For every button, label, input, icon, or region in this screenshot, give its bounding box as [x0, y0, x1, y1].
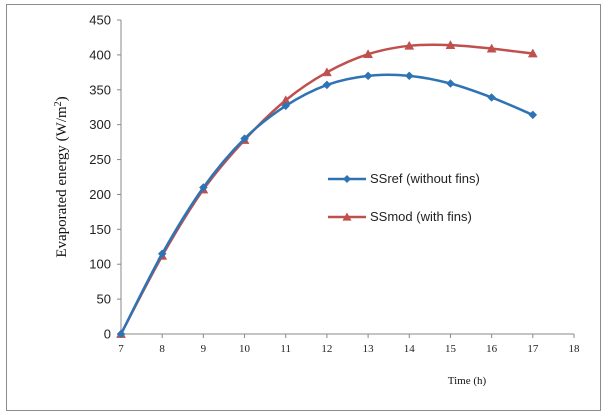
legend-marker-ssmod — [342, 212, 352, 221]
data-point-ssmod — [527, 48, 538, 58]
x-tick-label: 11 — [280, 343, 291, 355]
y-tick-label: 0 — [104, 327, 111, 342]
x-tick-label: 18 — [569, 343, 581, 355]
x-tick-label: 10 — [239, 343, 251, 355]
data-point-ssref — [528, 110, 538, 120]
data-point-ssmod — [404, 40, 415, 50]
y-ticks: 0 50 100 150 200 250 300 350 400 450 — [89, 13, 121, 342]
data-point-ssref — [240, 134, 249, 143]
legend-label-ssref: SSref (without fins) — [370, 171, 480, 186]
x-tick-label: 12 — [321, 343, 332, 355]
data-point-ssmod — [363, 49, 374, 59]
x-axis-title: Time (h) — [448, 375, 487, 387]
x-tick-label: 14 — [404, 343, 416, 355]
y-tick-label: 450 — [89, 13, 111, 28]
x-tick-label: 16 — [486, 343, 498, 355]
series-layer — [116, 40, 538, 339]
y-tick-label: 300 — [89, 117, 111, 132]
x-tick-label: 17 — [527, 343, 539, 355]
x-tick-label: 13 — [363, 343, 375, 355]
data-point-ssref — [404, 71, 414, 81]
y-tick-label: 200 — [89, 187, 111, 202]
y-tick-label: 400 — [89, 47, 111, 62]
legend-item-ssmod: SSmod (with fins) — [328, 209, 472, 224]
x-tick-label: 15 — [445, 343, 457, 355]
data-point-ssref — [199, 183, 208, 192]
x-tick-label: 7 — [118, 343, 124, 355]
y-tick-label: 250 — [89, 152, 111, 167]
y-tick-label: 350 — [89, 82, 111, 97]
data-point-ssref — [446, 79, 455, 88]
data-point-ssref — [116, 329, 126, 339]
axes — [120, 20, 574, 335]
y-tick-label: 150 — [89, 222, 111, 237]
y-axis-title: Evaporated energy (W/m2) — [53, 96, 71, 257]
legend-label-ssmod: SSmod (with fins) — [370, 209, 472, 224]
y-axis-title-sup: 2 — [53, 101, 64, 106]
x-ticks: 7 8 9 10 11 12 13 14 15 16 17 18 — [118, 334, 580, 355]
legend: SSref (without fins) SSmod (with fins) — [328, 171, 480, 224]
data-point-ssmod — [321, 67, 332, 77]
data-point-ssmod — [486, 43, 497, 53]
y-axis-title-base: Evaporated energy (W/m — [54, 106, 70, 258]
data-point-ssref — [322, 80, 332, 90]
y-tick-label: 100 — [89, 257, 111, 272]
y-tick-label: 50 — [97, 292, 111, 307]
series-line-ssref — [119, 73, 534, 335]
chart-frame — [6, 4, 601, 411]
y-axis-title-end: ) — [54, 96, 70, 101]
data-point-ssmod — [445, 40, 456, 49]
legend-item-ssref: SSref (without fins) — [328, 171, 480, 186]
x-tick-label: 9 — [201, 343, 207, 355]
data-point-ssref — [157, 249, 167, 259]
data-point-ssref — [363, 71, 373, 81]
x-tick-label: 8 — [159, 343, 165, 355]
data-point-ssref — [281, 101, 291, 111]
legend-marker-ssref — [343, 175, 351, 183]
data-point-ssref — [487, 93, 496, 102]
